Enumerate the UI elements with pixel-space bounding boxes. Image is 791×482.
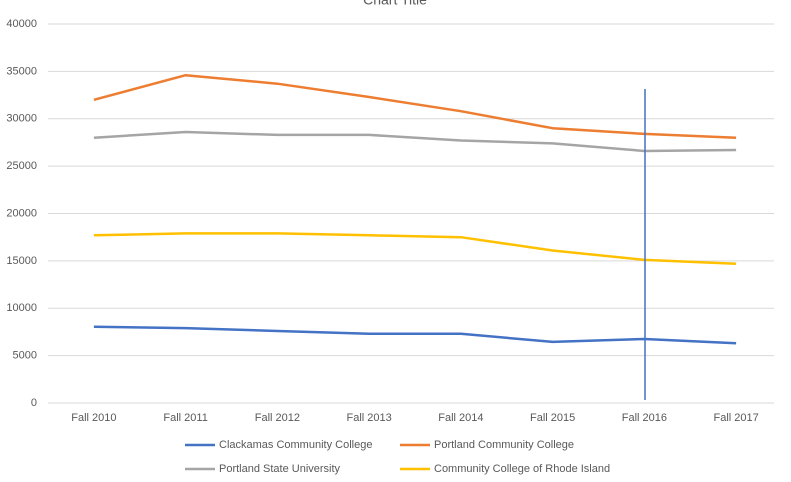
legend-label: Portland Community College xyxy=(434,439,574,451)
x-tick-label: Fall 2012 xyxy=(255,412,300,424)
x-tick-label: Fall 2013 xyxy=(346,412,391,424)
x-tick-label: Fall 2011 xyxy=(163,412,207,424)
y-tick-label: 30000 xyxy=(6,113,37,125)
chart-title: Chart Title xyxy=(363,0,427,8)
y-tick-label: 0 xyxy=(31,397,37,409)
x-tick-label: Fall 2015 xyxy=(530,412,575,424)
x-tick-label: Fall 2017 xyxy=(713,412,758,424)
y-tick-label: 20000 xyxy=(6,207,37,219)
y-tick-label: 25000 xyxy=(6,160,37,172)
y-tick-label: 5000 xyxy=(13,350,37,362)
series-line xyxy=(93,130,737,153)
series-line xyxy=(93,73,737,139)
y-tick-label: 35000 xyxy=(6,65,37,77)
legend-label: Clackamas Community College xyxy=(219,439,372,451)
legend-label: Community College of Rhode Island xyxy=(434,463,610,475)
x-tick-label: Fall 2010 xyxy=(71,412,116,424)
x-tick-label: Fall 2014 xyxy=(438,412,483,424)
legend-label: Portland State University xyxy=(219,463,341,475)
series-line xyxy=(93,232,737,265)
y-tick-label: 10000 xyxy=(6,302,37,314)
plot xyxy=(93,73,737,345)
y-tick-label: 40000 xyxy=(6,18,37,30)
y-tick-label: 15000 xyxy=(6,255,37,267)
grid xyxy=(48,23,774,404)
x-tick-label: Fall 2016 xyxy=(622,412,667,424)
series-line xyxy=(93,325,737,345)
